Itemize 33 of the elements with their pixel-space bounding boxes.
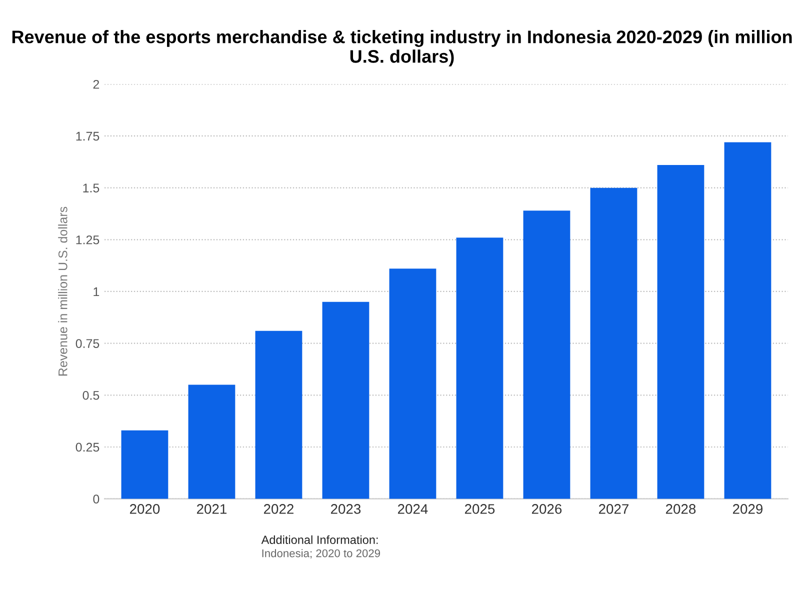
text: Additional Information: (261, 535, 378, 544)
x-tick-label: 2029 (732, 504, 763, 514)
x-tick-label: 2025 (464, 504, 495, 514)
bar (724, 142, 772, 499)
y-tick-label: 1.25 (76, 235, 100, 244)
bar (590, 188, 638, 499)
chart-title: Revenue of the esports merchandise & ticketing industry in Indonesia 2020-2029 (in million U.S. dollars) (12, 30, 792, 66)
y-tick-label: 0 (93, 494, 100, 504)
x-tick-label: 2024 (398, 504, 428, 514)
x-tick-label: 2021 (196, 504, 226, 514)
y-tick-label: 0.25 (76, 442, 100, 452)
y-tick-label: 0.75 (76, 339, 100, 348)
x-tick-label: 2027 (598, 504, 628, 514)
y-tick-label: 2 (93, 80, 100, 89)
y-tick-label: 1 (94, 287, 100, 296)
x-tick-label: 2022 (264, 504, 294, 514)
bar (657, 165, 704, 499)
bar (389, 268, 436, 499)
y-tick-label: 1.75 (76, 132, 100, 141)
y-axis-title: Revenue in million U.S. dollars (58, 206, 68, 376)
bar (322, 302, 370, 499)
bar (456, 238, 504, 499)
y-tick-label: 1.5 (83, 184, 100, 192)
bar (188, 384, 236, 499)
x-tick-label: 2023 (330, 504, 361, 514)
text: Indonesia; 2020 to 2029 (262, 549, 380, 559)
x-tick-label: 2028 (666, 504, 696, 514)
bar (255, 330, 302, 499)
x-tick-label: 2026 (532, 504, 562, 514)
bar (523, 210, 570, 499)
y-tick-label: 0.5 (82, 390, 100, 400)
x-tick-label: 2020 (130, 504, 160, 514)
bar (121, 430, 168, 499)
